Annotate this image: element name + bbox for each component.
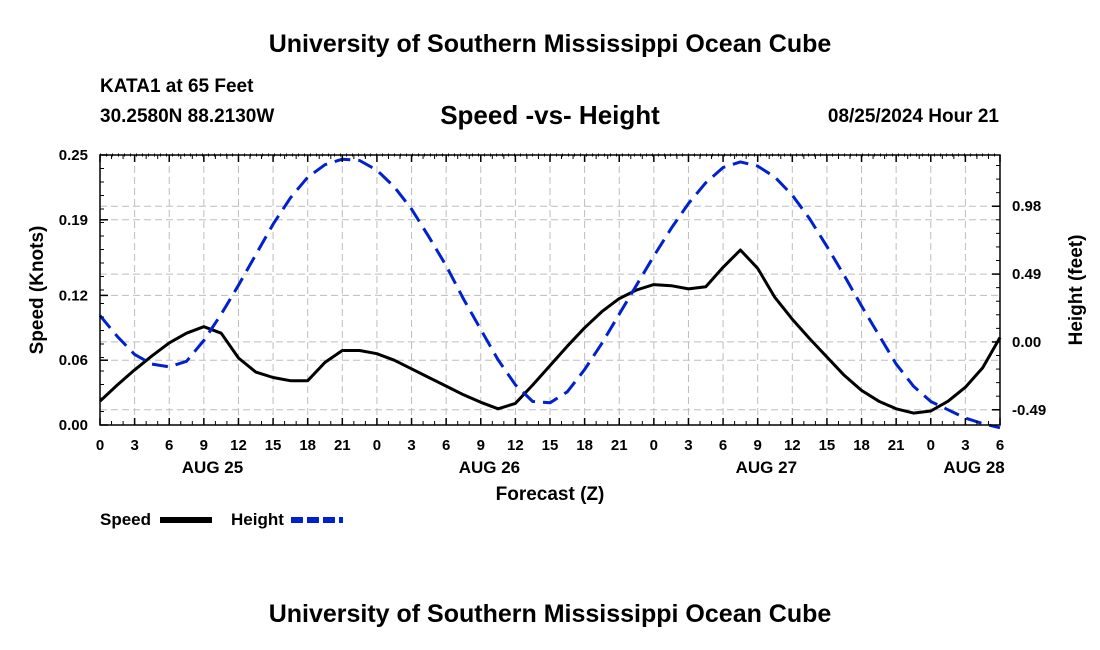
x-tick-label: 15 xyxy=(265,437,282,454)
x-tick-label: 6 xyxy=(442,437,450,454)
series-layer xyxy=(98,157,1002,430)
x-tick-label: 18 xyxy=(576,437,593,454)
y-right-tick-label: 0.98 xyxy=(1012,198,1041,215)
x-tick-label: 6 xyxy=(996,437,1004,454)
chart-subtitle: Speed -vs- Height xyxy=(440,100,660,130)
coordinates-label: 30.2580N 88.2130W xyxy=(100,106,275,127)
x-tick-label: 3 xyxy=(684,437,692,454)
x-tick-label: 15 xyxy=(819,437,836,454)
x-tick-label: 3 xyxy=(130,437,138,454)
legend-label-speed: Speed xyxy=(100,510,151,529)
x-tick-label: 21 xyxy=(888,437,905,454)
x-tick-label: 0 xyxy=(650,437,658,454)
y-axis-title: Speed (Knots) xyxy=(27,226,48,355)
x-tick-label: 9 xyxy=(477,437,485,454)
x-tick-label: 21 xyxy=(611,437,628,454)
y-tick-label: 0.00 xyxy=(59,417,88,434)
x-tick-label: 3 xyxy=(961,437,969,454)
timestamp-label: 08/25/2024 Hour 21 xyxy=(827,106,999,127)
x-tick-label: 0 xyxy=(373,437,381,454)
x-tick-label: 21 xyxy=(334,437,351,454)
x-axis-title: Forecast (Z) xyxy=(496,484,605,505)
x-tick-label: 9 xyxy=(754,437,762,454)
x-tick-label: 6 xyxy=(719,437,727,454)
legend: Speed Height xyxy=(100,510,343,529)
y-tick-label: 0.19 xyxy=(59,212,88,229)
date-label: AUG 28 xyxy=(943,458,1004,477)
x-tick-label: 0 xyxy=(927,437,935,454)
x-tick-label: 12 xyxy=(507,437,524,454)
y-right-tick-label: -0.49 xyxy=(1012,402,1046,419)
y-tick-label: 0.12 xyxy=(59,287,88,304)
station-label: KATA1 at 65 Feet xyxy=(100,76,254,97)
date-label: AUG 25 xyxy=(182,458,243,477)
x-tick-label: 18 xyxy=(299,437,316,454)
y-tick-label: 0.25 xyxy=(59,147,88,164)
x-tick-label: 12 xyxy=(784,437,801,454)
x-tick-label: 9 xyxy=(200,437,208,454)
x-tick-label: 12 xyxy=(230,437,247,454)
x-tick-label: 6 xyxy=(165,437,173,454)
y-right-axis-title: Height (feet) xyxy=(1066,235,1087,346)
y-right-tick-label: 0.49 xyxy=(1012,266,1041,283)
date-label: AUG 27 xyxy=(736,458,797,477)
x-tick-label: 0 xyxy=(96,437,104,454)
date-label: AUG 26 xyxy=(459,458,520,477)
series-line-height xyxy=(98,157,1001,430)
legend-label-height: Height xyxy=(231,510,284,529)
y-tick-label: 0.06 xyxy=(59,352,88,369)
x-tick-label: 3 xyxy=(407,437,415,454)
x-tick-label: 18 xyxy=(853,437,870,454)
footer-title: University of Southern Mississippi Ocean… xyxy=(268,600,832,628)
main-title: University of Southern Mississippi Ocean… xyxy=(268,30,832,58)
axis-layer: 0 3 6 9 12 15 18 21 0 3 6 9 12 15 18 21 0 3 6 9 12 15 18 21 0 3 6A… xyxy=(27,147,1087,505)
x-tick-label: 15 xyxy=(542,437,559,454)
y-right-tick-label: 0.00 xyxy=(1012,334,1041,351)
series-line-speed xyxy=(98,248,1002,415)
